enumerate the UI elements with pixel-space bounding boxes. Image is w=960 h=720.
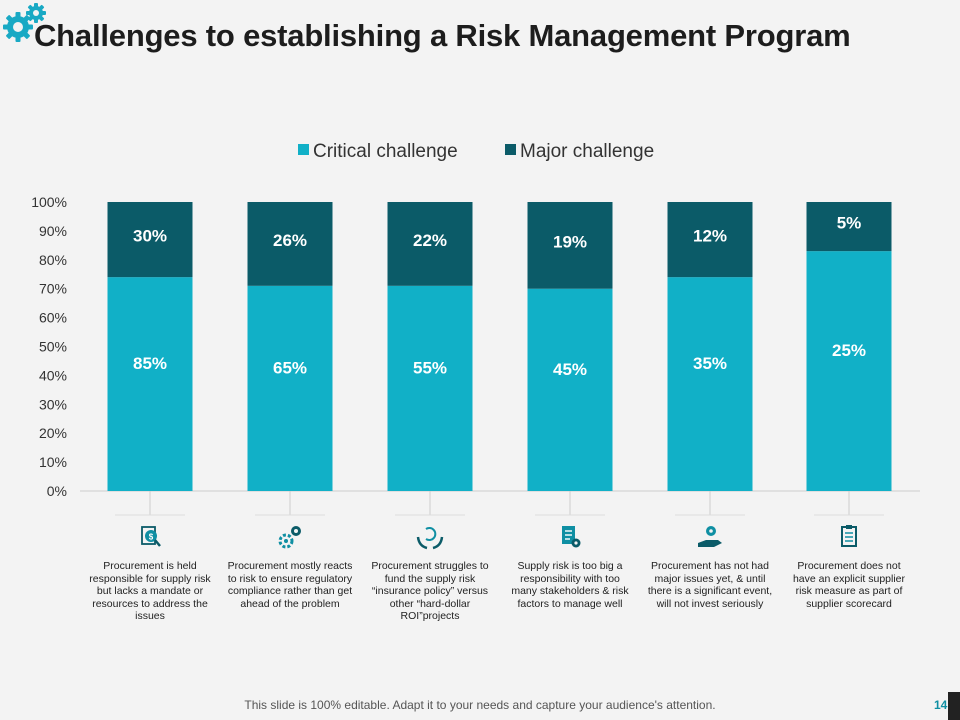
bar-critical-label: 25%	[832, 341, 866, 360]
bar-major	[107, 202, 193, 278]
category-description: Procurement has not had major issues yet…	[647, 560, 773, 610]
bar-critical	[107, 277, 193, 491]
y-tick-label: 50%	[39, 339, 67, 355]
slide-title: Challenges to establishing a Risk Manage…	[34, 18, 851, 53]
y-tick-label: 90%	[39, 223, 67, 239]
gears-logo-icon	[3, 3, 46, 42]
page-corner-mark	[948, 692, 960, 720]
bar-critical	[387, 285, 473, 491]
gears-icon	[278, 526, 301, 549]
category-description: Procurement is held responsible for supp…	[89, 560, 211, 623]
legend-label: Major challenge	[520, 141, 654, 162]
category-description: Procurement mostly reacts to risk to ens…	[227, 560, 353, 610]
money-search-icon: $	[141, 526, 161, 547]
bar-critical-label: 35%	[693, 354, 727, 373]
footer-note: This slide is 100% editable. Adapt it to…	[244, 698, 716, 712]
category-description: Procurement struggles to fund the supply…	[371, 560, 489, 623]
clipboard-icon	[841, 525, 857, 547]
bar-critical-label: 65%	[273, 358, 307, 377]
category-description: Procurement does not have an explicit su…	[792, 560, 906, 610]
bar-critical	[247, 285, 333, 491]
legend-swatch	[505, 144, 516, 155]
bar-major-label: 22%	[413, 231, 447, 250]
bar-critical	[806, 251, 892, 491]
bar-major-label: 19%	[553, 232, 587, 251]
bar-major-label: 12%	[693, 227, 727, 246]
page-number: 14	[934, 698, 948, 712]
y-tick-label: 30%	[39, 396, 67, 412]
hand-gear-icon	[698, 526, 722, 547]
bar-major	[247, 202, 333, 286]
document-gear-icon	[562, 526, 581, 548]
title-area: Challenges to establishing a Risk Manage…	[0, 0, 960, 80]
bar-critical-label: 85%	[133, 354, 167, 373]
bar-critical	[667, 277, 753, 491]
bar-major-label: 5%	[837, 214, 862, 233]
y-tick-label: 40%	[39, 367, 67, 383]
y-tick-label: 100%	[31, 194, 67, 210]
stacked-bar-chart: Critical challenge Major challenge 0% 10% 20…	[31, 141, 920, 550]
legend-label: Critical challenge	[313, 141, 458, 162]
bar-critical	[527, 288, 613, 491]
hands-cycle-icon	[416, 527, 444, 550]
category-description: Supply risk is too big a responsibility …	[511, 560, 629, 610]
legend-swatch	[298, 144, 309, 155]
y-tick-label: 20%	[39, 425, 67, 441]
y-tick-label: 0%	[47, 483, 67, 499]
y-tick-label: 10%	[39, 454, 67, 470]
bar-major	[806, 202, 892, 252]
y-tick-label: 80%	[39, 252, 67, 268]
bar-critical-label: 55%	[413, 358, 447, 377]
bar-critical-label: 45%	[553, 360, 587, 379]
bar-major-label: 26%	[273, 231, 307, 250]
bar-major-label: 30%	[133, 227, 167, 246]
bar-major	[387, 202, 473, 286]
y-tick-label: 70%	[39, 281, 67, 297]
y-tick-label: 60%	[39, 310, 67, 326]
svg-text:$: $	[149, 533, 154, 542]
bar-major	[527, 202, 613, 289]
bar-major	[667, 202, 753, 278]
